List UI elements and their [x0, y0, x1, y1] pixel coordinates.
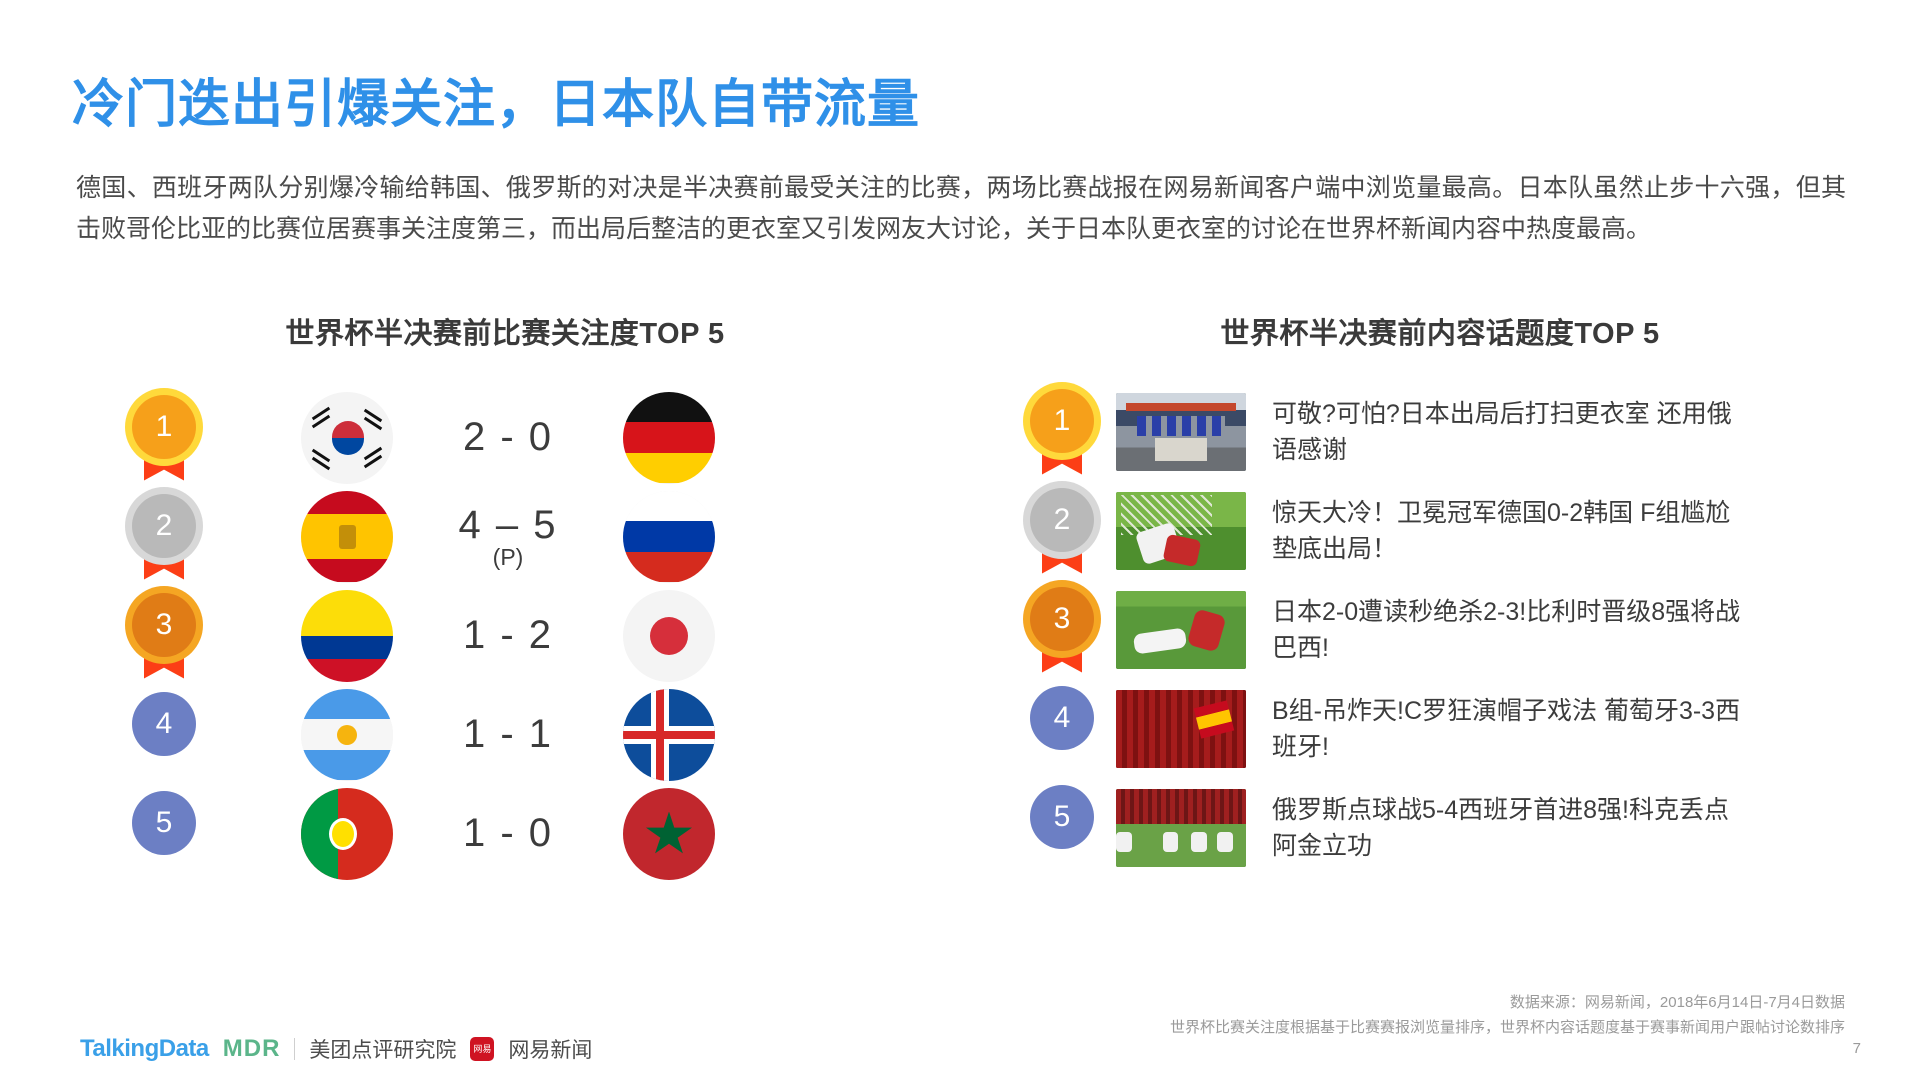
rank-number: 5	[1030, 784, 1094, 849]
rank-number: 5	[132, 790, 196, 855]
table-row: 4 1 - 1	[90, 685, 920, 784]
rank-badge-3: 3	[132, 592, 196, 679]
flag-icon-colombia	[301, 589, 393, 682]
rank-number: 2	[132, 493, 196, 558]
rank-number: 1	[132, 394, 196, 459]
right-panel-heading: 世界杯半决赛前内容话题度TOP 5	[1220, 318, 1660, 350]
list-item[interactable]: 4 B组-吊炸天!C罗狂演帽子戏法 葡萄牙3-3西班牙!	[1010, 679, 1870, 778]
rank-badge-2: 2	[1030, 487, 1094, 574]
news-headline[interactable]: 可敬?可怕?日本出局后打扫更衣室 还用俄语感谢	[1272, 399, 1732, 464]
news-headline[interactable]: 俄罗斯点球战5-4西班牙首进8强!科克丢点阿金立功	[1272, 795, 1729, 860]
rank-badge-1: 1	[1030, 388, 1094, 475]
match-score: 1 - 0	[462, 811, 554, 855]
flag-icon-korea	[301, 391, 393, 484]
rank-badge-1: 1	[132, 394, 196, 481]
penalty-note: (P)	[492, 543, 524, 570]
match-score: 1 - 2	[462, 613, 554, 657]
list-item[interactable]: 5 俄罗斯点球战5-4西班牙首进8强!科克丢点阿金立功	[1010, 778, 1870, 877]
news-headline[interactable]: 惊天大冷！卫冕冠军德国0-2韩国 F组尴尬垫底出局！	[1272, 498, 1731, 563]
table-row: 1 2 - 0	[90, 388, 920, 487]
rank-number: 1	[1030, 388, 1094, 453]
flag-icon-argentina	[301, 688, 393, 781]
flag-icon-morocco	[623, 787, 715, 880]
source-line-1: 数据来源：网易新闻，2018年6月14日-7月4日数据	[1509, 994, 1845, 1011]
rank-badge-5: 5	[1030, 784, 1094, 871]
flag-icon-germany	[623, 391, 715, 484]
list-item[interactable]: 2 惊天大冷！卫冕冠军德国0-2韩国 F组尴尬垫底出局！	[1010, 481, 1870, 580]
left-panel-heading: 世界杯半决赛前比赛关注度TOP 5	[285, 318, 725, 350]
list-item[interactable]: 3 日本2-0遭读秒绝杀2-3!比利时晋级8强将战巴西!	[1010, 580, 1870, 679]
match-attention-panel: 世界杯半决赛前比赛关注度TOP 5 1 2 - 0	[90, 310, 920, 883]
news-headline[interactable]: B组-吊炸天!C罗狂演帽子戏法 葡萄牙3-3西班牙!	[1272, 696, 1741, 761]
flag-icon-iceland	[623, 688, 715, 781]
table-row: 2 4 – 5 (P)	[90, 487, 920, 586]
rank-number: 4	[1030, 685, 1094, 750]
flag-icon-spain	[301, 490, 393, 583]
list-item[interactable]: 1 可敬?可怕?日本出局后打扫更衣室 还用俄语感谢	[1010, 382, 1870, 481]
page-number: 7	[1852, 1040, 1861, 1057]
footer-logos: TalkingData MDR 美团点评研究院 网易 网易新闻	[80, 1034, 592, 1064]
netease-news-logo: 网易新闻	[508, 1039, 593, 1062]
content-topic-panel: 世界杯半决赛前内容话题度TOP 5 1 可敬?可怕?日本出局后打扫更衣室 还用俄…	[1010, 310, 1870, 877]
rank-number: 3	[132, 592, 196, 657]
intro-paragraph: 德国、西班牙两队分别爆冷输给韩国、俄罗斯的对决是半决赛前最受关注的比赛，两场比赛…	[76, 174, 1846, 243]
source-line-2: 世界杯比赛关注度根据基于比赛赛报浏览量排序，世界杯内容话题度基于赛事新闻用户跟帖…	[1169, 1019, 1845, 1036]
table-row: 5 1 - 0	[90, 784, 920, 883]
news-thumbnail-russia-celebration[interactable]	[1116, 788, 1246, 867]
news-thumbnail-locker-room[interactable]	[1116, 392, 1246, 471]
page-title: 冷门迭出引爆关注，日本队自带流量	[72, 76, 921, 134]
flag-icon-japan	[623, 589, 715, 682]
mdr-logo: MDR	[222, 1035, 281, 1062]
match-score: 1 - 1	[462, 712, 554, 756]
divider	[294, 1038, 296, 1060]
rank-badge-4: 4	[1030, 685, 1094, 772]
meituan-dianping-research-logo: 美团点评研究院	[309, 1039, 457, 1062]
rank-number: 4	[132, 691, 196, 756]
talkingdata-logo: TalkingData	[80, 1035, 209, 1062]
flag-icon-portugal	[301, 787, 393, 880]
news-thumbnail-spain-fans[interactable]	[1116, 689, 1246, 768]
netease-mark-icon: 网易	[470, 1037, 495, 1061]
rank-number: 2	[1030, 487, 1094, 552]
news-thumbnail-germany-korea[interactable]	[1116, 491, 1246, 570]
news-headline[interactable]: 日本2-0遭读秒绝杀2-3!比利时晋级8强将战巴西!	[1272, 597, 1741, 662]
rank-badge-5: 5	[132, 790, 196, 877]
table-row: 3 1 - 2	[90, 586, 920, 685]
match-score: 4 – 5 (P)	[393, 503, 623, 571]
rank-badge-3: 3	[1030, 586, 1094, 673]
match-score: 2 - 0	[462, 415, 554, 459]
source-note: 数据来源：网易新闻，2018年6月14日-7月4日数据 世界杯比赛关注度根据基于…	[1170, 990, 1845, 1040]
rank-number: 3	[1030, 586, 1094, 651]
flag-icon-russia	[623, 490, 715, 583]
rank-badge-4: 4	[132, 691, 196, 778]
news-thumbnail-japan-belgium[interactable]	[1116, 590, 1246, 669]
rank-badge-2: 2	[132, 493, 196, 580]
